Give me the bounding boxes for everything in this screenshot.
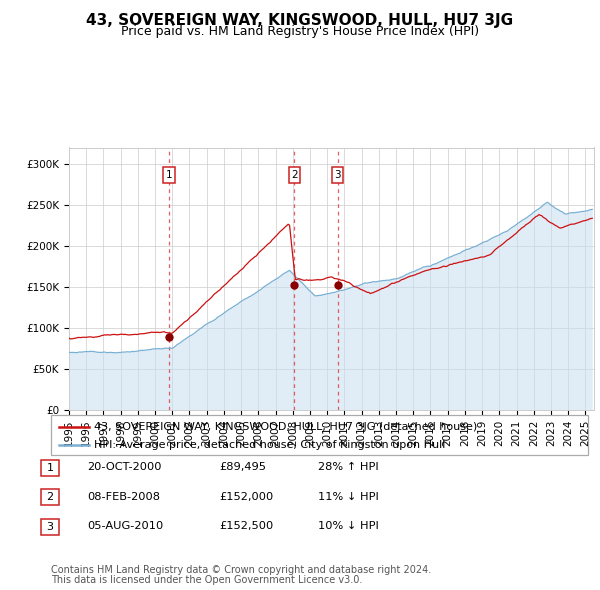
- Text: 20-OCT-2000: 20-OCT-2000: [87, 463, 161, 472]
- Text: 08-FEB-2008: 08-FEB-2008: [87, 492, 160, 502]
- Text: 3: 3: [334, 170, 341, 180]
- Text: 43, SOVEREIGN WAY, KINGSWOOD, HULL, HU7 3JG: 43, SOVEREIGN WAY, KINGSWOOD, HULL, HU7 …: [86, 13, 514, 28]
- Text: 28% ↑ HPI: 28% ↑ HPI: [318, 463, 379, 472]
- Text: 2: 2: [47, 493, 53, 502]
- Text: £152,000: £152,000: [219, 492, 273, 502]
- Text: 2: 2: [291, 170, 298, 180]
- Text: 05-AUG-2010: 05-AUG-2010: [87, 522, 163, 531]
- Text: 1: 1: [166, 170, 172, 180]
- Text: £89,495: £89,495: [219, 463, 266, 472]
- Text: 3: 3: [47, 522, 53, 532]
- Text: Contains HM Land Registry data © Crown copyright and database right 2024.: Contains HM Land Registry data © Crown c…: [51, 565, 431, 575]
- Text: 10% ↓ HPI: 10% ↓ HPI: [318, 522, 379, 531]
- Text: £152,500: £152,500: [219, 522, 273, 531]
- Text: 43, SOVEREIGN WAY, KINGSWOOD, HULL, HU7 3JG (detached house): 43, SOVEREIGN WAY, KINGSWOOD, HULL, HU7 …: [94, 422, 477, 432]
- Text: 11% ↓ HPI: 11% ↓ HPI: [318, 492, 379, 502]
- Text: 1: 1: [47, 463, 53, 473]
- Text: HPI: Average price, detached house, City of Kingston upon Hull: HPI: Average price, detached house, City…: [94, 441, 445, 450]
- Text: This data is licensed under the Open Government Licence v3.0.: This data is licensed under the Open Gov…: [51, 575, 362, 585]
- Text: Price paid vs. HM Land Registry's House Price Index (HPI): Price paid vs. HM Land Registry's House …: [121, 25, 479, 38]
